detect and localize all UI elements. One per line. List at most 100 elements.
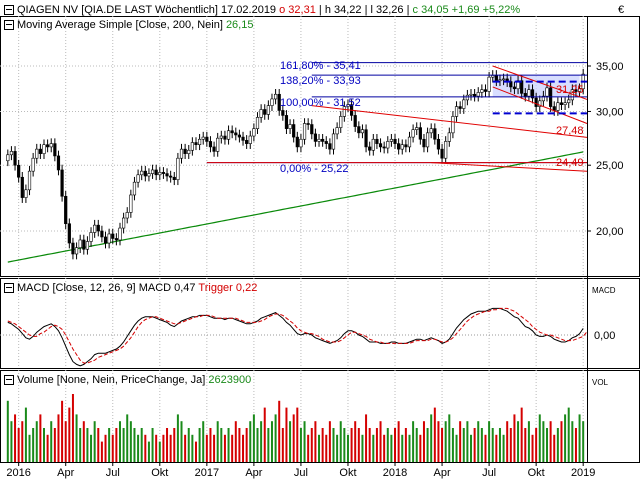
volume-bar [71,394,74,462]
candle-body [93,224,97,233]
candle-body [433,128,437,140]
volume-bar [535,428,538,462]
time-tick-label: Apr [245,467,262,479]
candle-body [248,135,252,144]
candle-body [465,94,469,101]
volume-bar [310,428,313,462]
candle-body [284,115,289,129]
candle-body [176,157,180,181]
candle-body [216,137,220,152]
candle-body [527,89,531,97]
candle-body [56,155,61,171]
volume-bar [234,421,237,462]
volume-bar [542,421,545,462]
change-value: +1,69 [451,4,480,16]
volume-bar [39,414,42,462]
volume-bar [480,428,483,462]
candle-body [360,129,365,134]
volume-bar [321,428,324,462]
volume-bar [332,428,335,462]
candle-body [559,102,564,105]
volume-bar [285,407,288,462]
volume-bar [263,407,266,462]
volume-bar [470,434,473,462]
candle-body [122,217,126,229]
volume-bar [144,434,147,462]
sma-legend: Moving Average Simple [Close, 200, Nein]… [4,19,253,32]
volume-bar [314,421,317,462]
volume-bar [386,428,389,462]
candle-body [520,80,524,94]
volume-bar [14,414,17,462]
volume-bar [6,400,9,462]
volume-bar [187,428,190,462]
candle-body [310,124,314,135]
instrument-code: [QIA.DE LAST Wöchentlich] [81,4,218,16]
candle-body [418,127,422,140]
candle-body [541,95,545,102]
candle-body [509,81,513,88]
candle-body [82,239,86,250]
candle-body [172,176,176,181]
volume-bar [433,407,436,462]
candle-body [469,93,473,96]
candle-body [425,132,430,148]
candle-body [577,88,582,92]
volume-bar [213,434,216,462]
candle-body [302,123,307,140]
volume-bar [383,434,386,462]
volume-bar [401,434,404,462]
candle-body [42,144,46,154]
volume-bar [412,421,415,462]
candle-body [454,106,459,117]
volume-bar [21,421,24,462]
channel-line [431,162,588,172]
level-label-24: 24,49 [556,157,584,169]
candle-body [100,230,104,238]
candle-body [552,106,556,111]
candle-body [125,212,129,219]
volume-bar [394,428,397,462]
volume-bar [408,434,411,462]
candle-body [407,136,412,148]
candle-body [252,128,256,137]
candle-body [89,232,93,242]
volume-bar [484,434,487,462]
volume-bar [397,421,400,462]
volume-bar [242,434,245,462]
macd-label: MACD [17,282,50,294]
candle-body [241,136,245,141]
volume-bar [346,434,349,462]
candle-body [371,138,375,151]
sma-params: [Close, 200, Nein] [135,19,223,31]
macd-axis-label: MACD [592,286,616,295]
volume-bar [343,428,346,462]
volume-bar [527,421,530,462]
candle-body [331,133,336,150]
volume-bar [281,428,284,462]
volume-bar [108,428,111,462]
candle-body [147,173,151,177]
volume-bar [166,428,169,462]
macd-line [7,307,584,367]
candle-body [476,92,480,97]
candle-body [67,223,71,244]
candle-body [136,174,140,183]
volume-bar [390,434,393,462]
candle-body [404,144,408,148]
candle-body [24,189,28,198]
time-tick-label: 2019 [571,467,595,479]
candle-body [143,170,147,177]
high-value: h 34,22 [324,4,362,16]
volume-bar [122,428,125,462]
candle-body [357,126,361,134]
candle-body [78,239,82,248]
currency-label: € [618,4,625,16]
volume-bar [104,434,107,462]
volume-bars [6,394,585,462]
volume-bar [249,421,252,462]
candle-body [208,141,213,148]
volume-bar [238,428,241,462]
candle-body [545,87,549,97]
